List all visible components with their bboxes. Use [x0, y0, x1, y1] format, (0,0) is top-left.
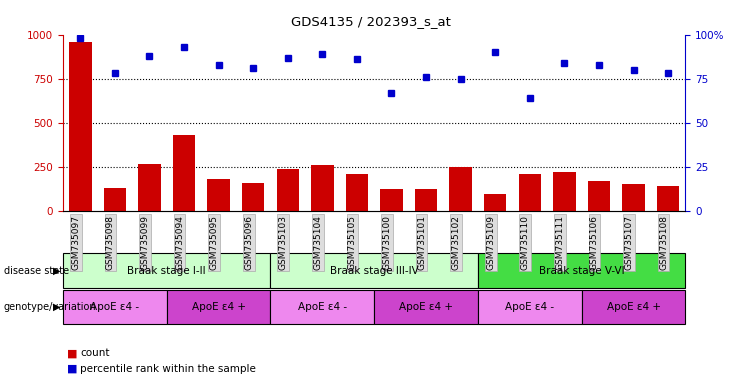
- Bar: [380, 189, 403, 211]
- Text: GSM735111: GSM735111: [556, 215, 565, 270]
- Text: GSM735096: GSM735096: [245, 215, 253, 270]
- Text: ApoE ε4 -: ApoE ε4 -: [90, 302, 139, 312]
- Bar: [138, 164, 161, 211]
- Text: GSM735109: GSM735109: [486, 215, 495, 270]
- Bar: [484, 194, 507, 211]
- Text: GSM735098: GSM735098: [106, 215, 115, 270]
- Text: GSM735104: GSM735104: [313, 215, 322, 270]
- Bar: [173, 135, 196, 211]
- Bar: [311, 165, 333, 211]
- Text: GSM735094: GSM735094: [175, 215, 184, 270]
- Bar: [519, 174, 541, 211]
- Text: count: count: [80, 348, 110, 358]
- Text: Braak stage I-II: Braak stage I-II: [127, 266, 206, 276]
- Text: GSM735110: GSM735110: [521, 215, 530, 270]
- Text: ■: ■: [67, 348, 77, 358]
- Bar: [415, 189, 437, 211]
- Text: GSM735095: GSM735095: [210, 215, 219, 270]
- Bar: [553, 172, 576, 211]
- Text: ▶: ▶: [53, 302, 61, 312]
- Bar: [588, 181, 610, 211]
- Bar: [207, 179, 230, 211]
- Text: GDS4135 / 202393_s_at: GDS4135 / 202393_s_at: [290, 15, 451, 28]
- Bar: [69, 41, 92, 211]
- Text: ApoE ε4 +: ApoE ε4 +: [192, 302, 245, 312]
- Text: GSM735108: GSM735108: [659, 215, 668, 270]
- Text: GSM735099: GSM735099: [141, 215, 150, 270]
- Bar: [345, 174, 368, 211]
- Text: GSM735100: GSM735100: [382, 215, 391, 270]
- Bar: [622, 184, 645, 211]
- Text: ApoE ε4 +: ApoE ε4 +: [607, 302, 660, 312]
- Text: ▶: ▶: [53, 266, 61, 276]
- Text: GSM735097: GSM735097: [71, 215, 80, 270]
- Bar: [242, 183, 265, 211]
- Text: GSM735103: GSM735103: [279, 215, 288, 270]
- Text: Braak stage V-VI: Braak stage V-VI: [539, 266, 625, 276]
- Text: disease state: disease state: [4, 266, 69, 276]
- Text: percentile rank within the sample: percentile rank within the sample: [80, 364, 256, 374]
- Text: ApoE ε4 +: ApoE ε4 +: [399, 302, 453, 312]
- Text: GSM735107: GSM735107: [625, 215, 634, 270]
- Bar: [449, 167, 472, 211]
- Text: ■: ■: [67, 364, 77, 374]
- Bar: [276, 169, 299, 211]
- Text: GSM735106: GSM735106: [590, 215, 599, 270]
- Bar: [104, 188, 126, 211]
- Text: Braak stage III-IV: Braak stage III-IV: [330, 266, 419, 276]
- Text: ApoE ε4 -: ApoE ε4 -: [505, 302, 554, 312]
- Text: GSM735101: GSM735101: [417, 215, 426, 270]
- Text: GSM735105: GSM735105: [348, 215, 357, 270]
- Text: ApoE ε4 -: ApoE ε4 -: [298, 302, 347, 312]
- Bar: [657, 185, 679, 211]
- Text: genotype/variation: genotype/variation: [4, 302, 96, 312]
- Text: GSM735102: GSM735102: [452, 215, 461, 270]
